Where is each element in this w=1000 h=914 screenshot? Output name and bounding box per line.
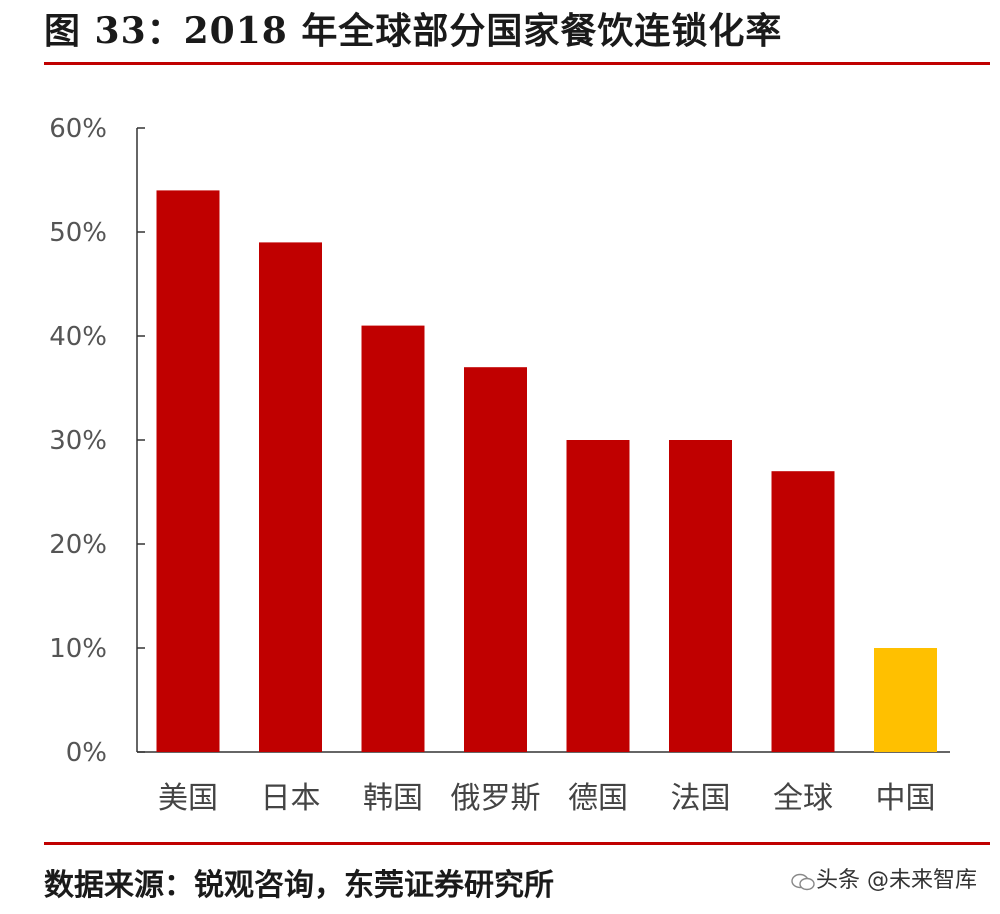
y-tick-label: 10%: [49, 634, 107, 664]
y-tick-label: 60%: [49, 114, 107, 144]
x-tick-label: 中国: [876, 781, 936, 816]
x-tick-label: 俄罗斯: [451, 781, 541, 816]
wechat-icon: [790, 872, 816, 891]
bar-1: [259, 242, 322, 752]
bar-5: [669, 440, 732, 752]
bar-6: [771, 471, 835, 752]
bottom-divider: [44, 842, 990, 845]
top-divider: [44, 62, 990, 65]
x-tick-label: 全球: [773, 781, 833, 816]
watermark-text: 头条 @未来智库: [816, 868, 977, 893]
bar-2: [361, 325, 425, 752]
bar-0: [156, 190, 220, 752]
chart-title: 图 33：2018 年全球部分国家餐饮连锁化率: [44, 10, 783, 52]
x-tick-label: 日本: [261, 781, 321, 816]
bar-3: [464, 367, 527, 752]
x-tick-label: 法国: [671, 781, 731, 816]
bar-7: [874, 648, 937, 752]
x-tick-label: 德国: [568, 781, 628, 816]
y-tick-label: 30%: [49, 426, 107, 456]
y-tick-label: 20%: [49, 530, 107, 560]
bar-chart: 0% 10% 20% 30% 40% 50% 60% 美国 日本 韩国 俄罗斯 德国 法国 全球 中国: [49, 114, 950, 816]
y-tick-label: 50%: [49, 218, 107, 248]
y-tick-label: 0%: [66, 738, 107, 768]
watermark: 头条 @未来智库: [790, 862, 977, 894]
y-tick-label: 40%: [49, 322, 107, 352]
data-source: 数据来源：锐观咨询，东莞证券研究所: [44, 868, 554, 903]
x-tick-label: 美国: [158, 781, 218, 816]
x-tick-label: 韩国: [363, 781, 423, 816]
bar-4: [566, 440, 630, 752]
